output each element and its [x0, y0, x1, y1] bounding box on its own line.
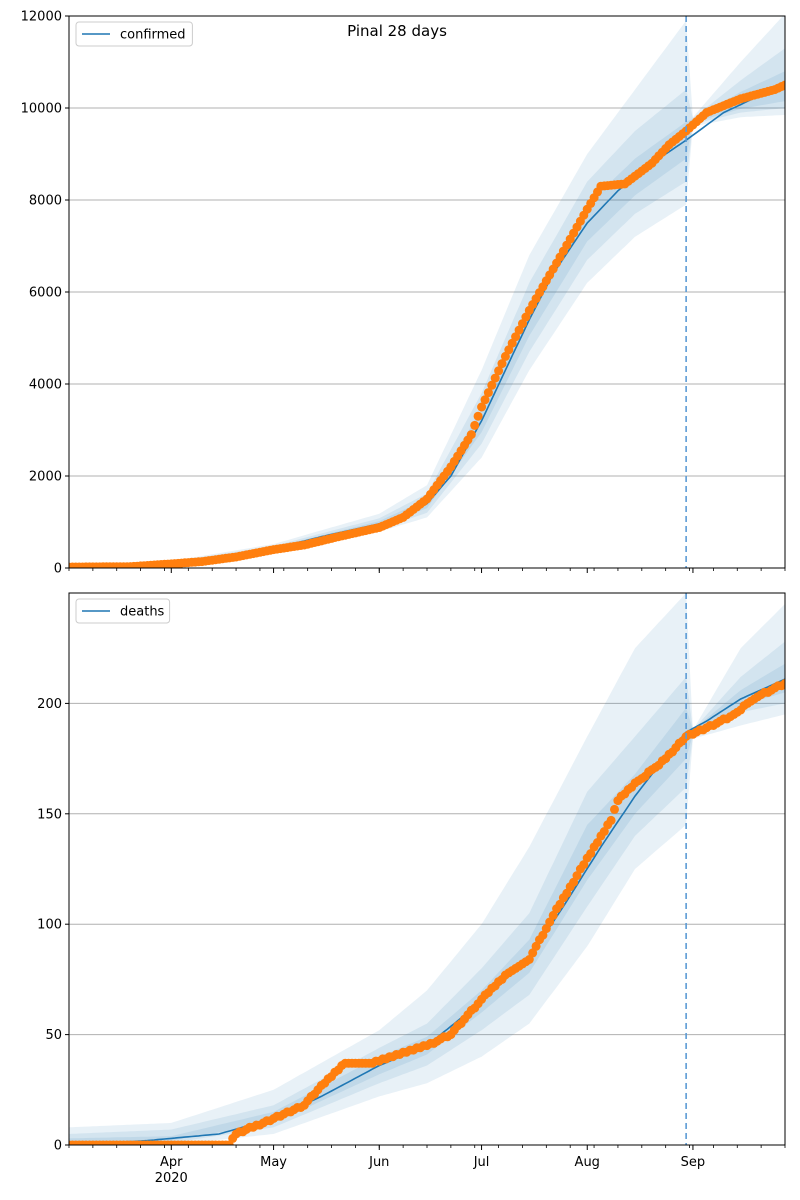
- plot-area: [69, 593, 785, 1145]
- x-tick-label: Apr: [160, 1155, 183, 1170]
- y-tick-label: 8000: [29, 194, 62, 209]
- confirmed-panel: 0 2000 4000 6000 8000 10000 12000 confirmed Pina…: [21, 10, 786, 577]
- y-tick-label: 2000: [29, 470, 62, 485]
- x-tick-label: Jul: [473, 1155, 490, 1170]
- observed-point: [780, 679, 785, 688]
- chart-title: Pinal 28 days: [347, 22, 447, 40]
- y-tick-label: 150: [37, 807, 62, 822]
- observed-point: [780, 80, 785, 90]
- observed-point: [599, 827, 609, 836]
- observed-point: [490, 373, 500, 383]
- y-tick-label: 0: [54, 562, 62, 577]
- observed-point: [487, 380, 497, 390]
- observed-point: [466, 430, 476, 440]
- band-middle: [69, 48, 785, 568]
- plot-area: [69, 16, 785, 568]
- legend-label: confirmed: [120, 28, 186, 43]
- observed-point: [477, 402, 487, 412]
- y-tick-label: 6000: [29, 286, 62, 301]
- observed-point: [548, 910, 558, 920]
- x-tick-label: Jun: [368, 1155, 389, 1170]
- observed-point: [470, 420, 480, 430]
- x-tick-label: Aug: [575, 1155, 600, 1170]
- legend-box: [75, 21, 193, 47]
- y-tick-label: 4000: [29, 378, 62, 393]
- observed-point: [480, 395, 490, 405]
- legend-label: deaths: [120, 605, 165, 620]
- y-tick-label: 200: [37, 697, 62, 712]
- observed-point: [473, 411, 483, 421]
- observed-point: [610, 804, 619, 814]
- observed-point: [494, 366, 504, 376]
- band-outer: [69, 593, 785, 1145]
- observed-point: [511, 332, 521, 342]
- band-inner: [69, 71, 785, 568]
- x-year-label: 2020: [155, 1171, 188, 1186]
- y-tick-label: 12000: [21, 10, 62, 25]
- y-tick-label: 0: [54, 1139, 62, 1154]
- legend-box: [75, 598, 171, 624]
- observed-point: [483, 388, 493, 398]
- y-tick-label: 10000: [21, 102, 62, 117]
- observed-point: [606, 815, 616, 825]
- deaths-panel: 0 50 100 150 200 Apr May Jun Jul Aug Sep 2020 deaths: [37, 592, 786, 1186]
- x-tick-label: Sep: [681, 1155, 706, 1170]
- y-tick-label: 100: [37, 918, 62, 933]
- x-tick-label: May: [260, 1155, 287, 1170]
- y-tick-label: 50: [45, 1028, 62, 1043]
- band-outer: [69, 16, 785, 568]
- observed-point: [545, 917, 555, 927]
- observed-point: [497, 359, 507, 369]
